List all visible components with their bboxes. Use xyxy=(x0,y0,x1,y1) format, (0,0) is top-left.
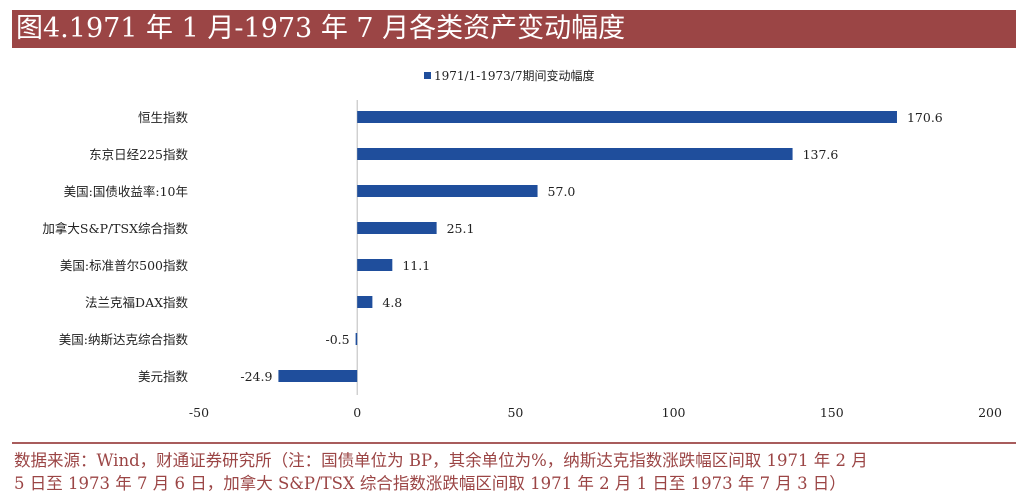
value-label: 11.1 xyxy=(402,258,430,273)
category-label: 美国:纳斯达克综合指数 xyxy=(59,332,189,347)
category-label: 加拿大S&P/TSX综合指数 xyxy=(42,221,188,236)
category-label: 恒生指数 xyxy=(138,110,189,125)
bar xyxy=(357,185,538,197)
value-label: -0.5 xyxy=(326,332,350,347)
category-label: 美元指数 xyxy=(138,369,189,384)
bar xyxy=(357,148,793,160)
value-label: -24.9 xyxy=(240,369,272,384)
bar xyxy=(278,370,358,382)
value-label: 25.1 xyxy=(447,221,475,236)
category-label: 东京日经225指数 xyxy=(89,147,188,162)
value-label: 4.8 xyxy=(382,295,402,310)
source-note-line: 数据来源：Wind，财通证券研究所（注：国债单位为 BP，其余单位为%，纳斯达克… xyxy=(14,451,868,470)
footer-divider xyxy=(12,442,1016,444)
bar xyxy=(357,111,897,123)
category-label: 法兰克福DAX指数 xyxy=(85,295,188,310)
x-tick-label: 100 xyxy=(662,405,686,420)
source-note: 数据来源：Wind，财通证券研究所（注：国债单位为 BP，其余单位为%，纳斯达克… xyxy=(14,449,1019,495)
value-label: 137.6 xyxy=(803,147,839,162)
legend-swatch xyxy=(424,72,431,79)
legend-label: 1971/1-1973/7期间变动幅度 xyxy=(434,68,595,83)
bar xyxy=(357,222,437,234)
figure-title: 图4.1971 年 1 月-1973 年 7 月各类资产变动幅度 xyxy=(12,10,1016,48)
value-label: 170.6 xyxy=(907,110,943,125)
source-note-line: 5 日至 1973 年 7 月 6 日，加拿大 S&P/TSX 综合指数涨跌幅区… xyxy=(14,474,846,493)
x-tick-label: 200 xyxy=(978,405,1002,420)
x-tick-label: 50 xyxy=(507,405,523,420)
category-label: 美国:标准普尔500指数 xyxy=(60,258,189,273)
value-label: 57.0 xyxy=(548,184,576,199)
bar xyxy=(357,296,373,308)
category-label: 美国:国债收益率:10年 xyxy=(64,184,188,199)
x-tick-label: 0 xyxy=(353,405,361,420)
x-tick-label: 150 xyxy=(820,405,844,420)
bar xyxy=(357,259,393,271)
x-tick-label: -50 xyxy=(189,405,209,420)
bar xyxy=(355,333,358,345)
